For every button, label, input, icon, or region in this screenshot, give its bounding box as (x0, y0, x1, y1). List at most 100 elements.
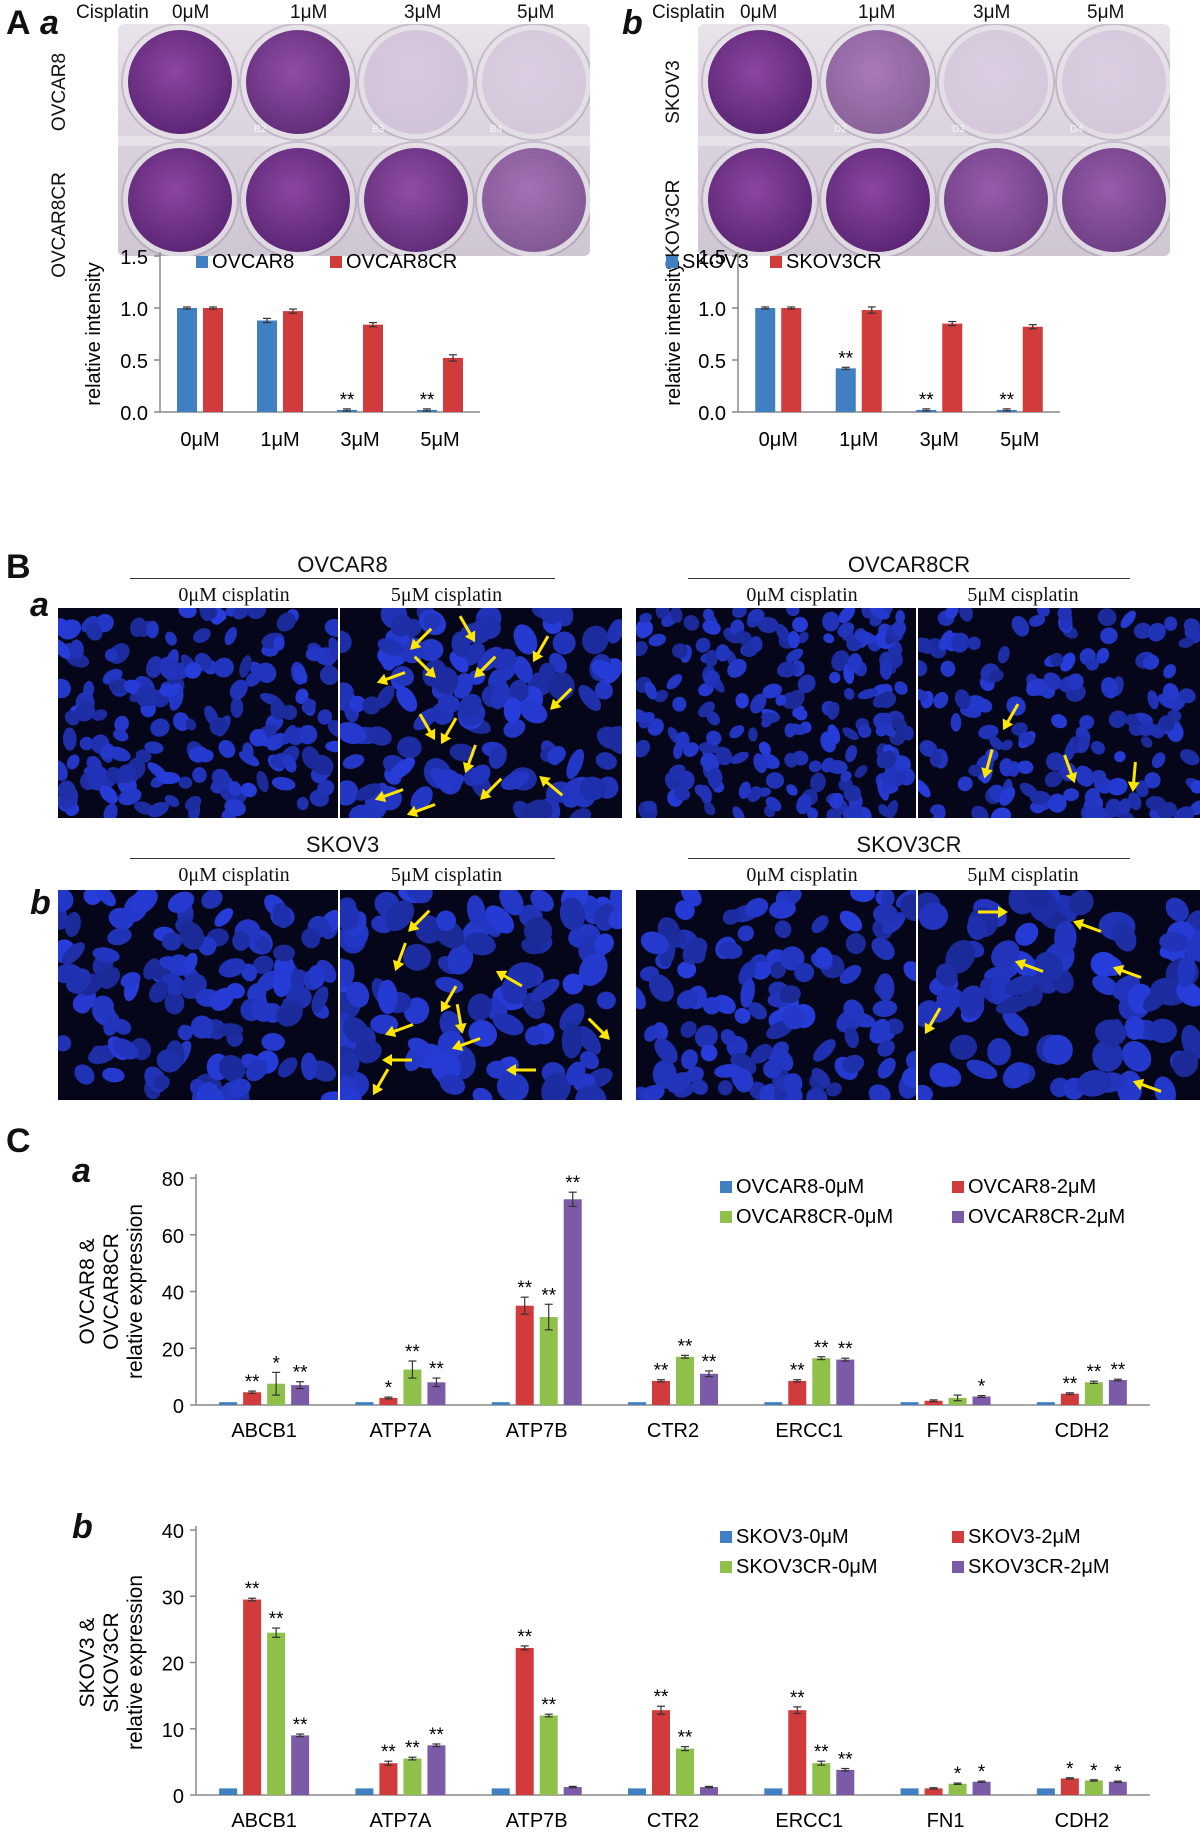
bar (948, 1397, 967, 1405)
cell-nucleus (675, 731, 690, 750)
plate-b-dose-2: 3μM (973, 2, 1011, 23)
cell-nucleus (415, 915, 443, 944)
cell-nucleus (958, 985, 985, 1016)
cell-nucleus (211, 768, 230, 786)
y-tick-label: 1.5 (698, 247, 726, 269)
cell-nucleus (62, 942, 85, 965)
cell-nucleus (738, 781, 751, 800)
cell-nucleus (1164, 616, 1178, 631)
cell-nucleus (843, 804, 863, 818)
cell-nucleus (1179, 749, 1200, 766)
x-tick-label: ATP7A (369, 1810, 432, 1832)
cell-nucleus (1015, 922, 1039, 946)
cell-nucleus (317, 779, 335, 797)
cell-nucleus (854, 765, 868, 778)
culture-well (708, 148, 812, 252)
bar (491, 1402, 510, 1405)
cell-nucleus (367, 726, 392, 746)
bar (427, 1745, 446, 1795)
cell-nucleus (523, 917, 553, 945)
fluor-b-group-0-right-label: 5μM cisplatin (390, 864, 503, 886)
cell-nucleus (1054, 920, 1077, 955)
cell-nucleus (644, 1025, 659, 1042)
arrow-shaft (418, 713, 433, 734)
fluor-a-group-1-right-label: 5μM cisplatin (967, 584, 1079, 606)
cell-nucleus (777, 661, 796, 678)
culture-well (128, 30, 232, 134)
bar (539, 1317, 558, 1405)
cell-nucleus (740, 978, 755, 1008)
arrow-marker (506, 1064, 536, 1076)
cell-nucleus (390, 614, 413, 637)
significance-mark: ** (919, 390, 934, 411)
cell-nucleus (683, 615, 700, 631)
cell-nucleus (1142, 988, 1167, 1012)
cell-nucleus (750, 636, 763, 652)
arrow-shaft (1079, 922, 1102, 933)
cell-nucleus (997, 645, 1010, 664)
cell-nucleus (209, 717, 228, 736)
cell-nucleus (301, 928, 321, 949)
significance-mark: ** (654, 1361, 669, 1382)
arrow-marker (1112, 964, 1142, 979)
cell-nucleus (530, 890, 554, 912)
cell-nucleus (840, 770, 852, 782)
cell-nucleus (1118, 798, 1131, 815)
cell-nucleus (1128, 792, 1142, 811)
cell-nucleus (594, 933, 615, 955)
cell-nucleus (694, 784, 712, 800)
arrow-head (1072, 918, 1085, 931)
cell-nucleus (117, 764, 136, 784)
arrow-marker (384, 1023, 414, 1038)
cell-nucleus (1100, 627, 1118, 645)
cell-nucleus (1017, 760, 1034, 775)
cell-nucleus (640, 931, 670, 955)
significance-mark: * (385, 1378, 393, 1399)
cell-nucleus (172, 712, 190, 731)
cell-nucleus (654, 1038, 678, 1064)
fluorescence-image (918, 608, 1200, 818)
culture-well (364, 148, 468, 252)
cell-nucleus (451, 631, 471, 658)
cell-nucleus (594, 681, 613, 700)
bar (835, 368, 856, 412)
arrow-head (550, 698, 562, 710)
cell-nucleus (647, 718, 664, 736)
arrow-head (506, 1064, 516, 1076)
cell-nucleus (757, 616, 779, 634)
cell-nucleus (1183, 618, 1200, 634)
culture-well (246, 30, 350, 134)
cell-nucleus (177, 1024, 193, 1041)
cell-nucleus (320, 1091, 338, 1100)
cell-nucleus (855, 631, 876, 644)
legend-swatch (666, 256, 678, 268)
cell-nucleus (349, 695, 366, 713)
arrow-marker (410, 627, 433, 650)
bar (1060, 1778, 1079, 1795)
cell-nucleus (579, 776, 607, 801)
cell-nucleus (188, 746, 209, 763)
significance-mark: ** (429, 1359, 444, 1380)
culture-well (482, 30, 586, 134)
cell-nucleus (1090, 740, 1105, 755)
bar (652, 1380, 670, 1405)
cell-nucleus (765, 796, 782, 812)
cell-nucleus (987, 1038, 1011, 1066)
cell-nucleus (704, 669, 720, 687)
plate-a-dose-1: 1μM (290, 2, 328, 23)
fluor-b-group-0-left-label: 0μM cisplatin (178, 864, 290, 886)
arrow-head (1014, 958, 1027, 971)
x-tick-label: 5μM (1000, 429, 1039, 451)
arrow-shaft (1131, 761, 1137, 785)
cell-nucleus (929, 751, 942, 767)
bar (515, 1305, 534, 1405)
cell-nucleus (58, 618, 68, 636)
bar (628, 1402, 646, 1405)
cell-nucleus (199, 608, 211, 622)
arrow-head (495, 970, 508, 982)
arrow-head (440, 1000, 452, 1013)
cell-nucleus (530, 978, 560, 1002)
cell-nucleus (340, 780, 359, 806)
cell-nucleus (1120, 610, 1136, 629)
arrow-head (424, 728, 436, 741)
